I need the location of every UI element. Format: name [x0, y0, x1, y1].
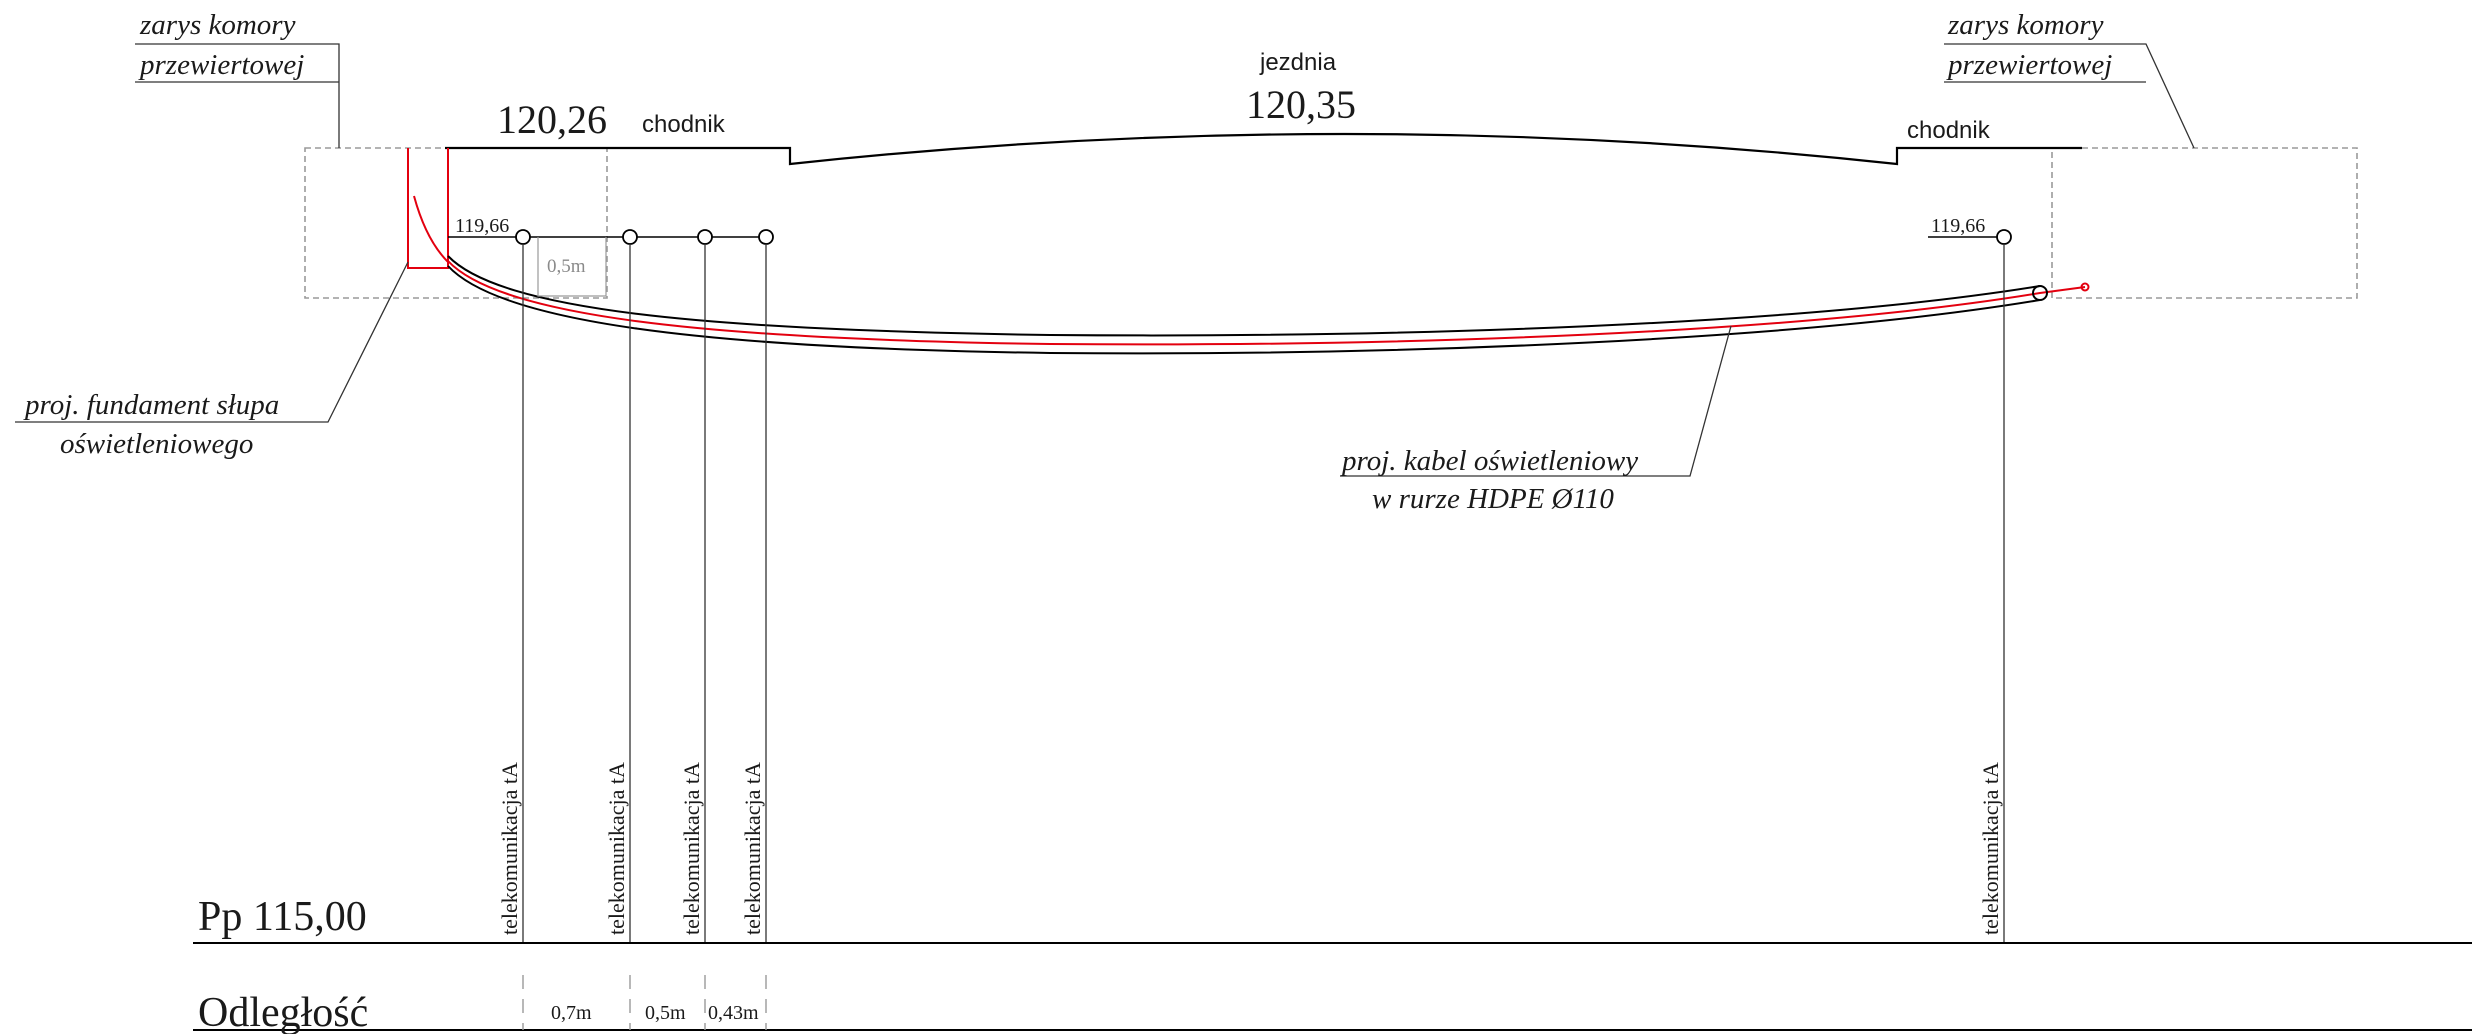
- utility-label-5: telekomunikacja tA: [1978, 762, 2003, 935]
- utility-pipe-5: [1996, 229, 2012, 942]
- pipe-right-level: 119,66: [1931, 215, 1985, 237]
- road-level: 120,35: [1246, 82, 1356, 127]
- foundation-label-line1: proj. fundament słupa: [23, 389, 279, 421]
- distance-ticks: [522, 975, 767, 1030]
- sidewalk-left-label: chodnik: [642, 111, 726, 138]
- offset-dimension: [537, 237, 607, 297]
- leader-cable: [1340, 325, 1732, 477]
- cable-end-marker: [2080, 282, 2090, 292]
- distance-row-label: Odległość: [198, 990, 368, 1034]
- utility-pipe-3: [697, 229, 713, 942]
- utility-label-2: telekomunikacja tA: [604, 762, 629, 935]
- left-chamber-label-line2: przewiertowej: [138, 49, 304, 81]
- pipe-left-level: 119,66: [455, 215, 509, 237]
- right-chamber-outline: [2051, 147, 2358, 299]
- cable-label-line1: proj. kabel oświetleniowy: [1340, 445, 1638, 477]
- utility-pipe-1: [515, 229, 531, 942]
- offset-label: 0,5m: [547, 256, 586, 277]
- lighting-cable: [447, 260, 2086, 346]
- cable-label-line2: w rurze HDPE Ø110: [1372, 483, 1614, 515]
- road-surface-profile: [445, 132, 2082, 166]
- utility-pipe-2: [622, 229, 638, 942]
- right-chamber-label-line2: przewiertowej: [1946, 49, 2112, 81]
- utility-pipe-4: [758, 229, 774, 942]
- right-chamber-label-line1: zarys komory: [1947, 9, 2104, 41]
- sidewalk-left-level: 120,26: [497, 97, 607, 142]
- utility-label-3: telekomunikacja tA: [679, 762, 704, 935]
- road-label: jezdnia: [1259, 49, 1337, 76]
- distance-value-3: 0,43m: [708, 1002, 759, 1024]
- light-pole-foundation: [407, 148, 449, 269]
- reference-level-label: Pp 115,00: [198, 894, 367, 940]
- hdpe-pipe-lower: [447, 265, 2041, 355]
- utility-label-1: telekomunikacja tA: [497, 762, 522, 935]
- left-chamber-label-line1: zarys komory: [139, 9, 296, 41]
- leader-left-chamber: [135, 43, 340, 148]
- hdpe-pipe-upper: [447, 255, 2041, 337]
- distance-value-1: 0,7m: [551, 1002, 592, 1024]
- leader-foundation: [15, 261, 409, 423]
- pipe-end-circle: [2032, 285, 2048, 301]
- leader-right-chamber: [1944, 43, 2195, 149]
- sidewalk-right-label: chodnik: [1907, 117, 1991, 144]
- utility-label-4: telekomunikacja tA: [740, 762, 765, 935]
- foundation-label-line2: oświetleniowego: [60, 428, 253, 460]
- distance-value-2: 0,5m: [645, 1002, 686, 1024]
